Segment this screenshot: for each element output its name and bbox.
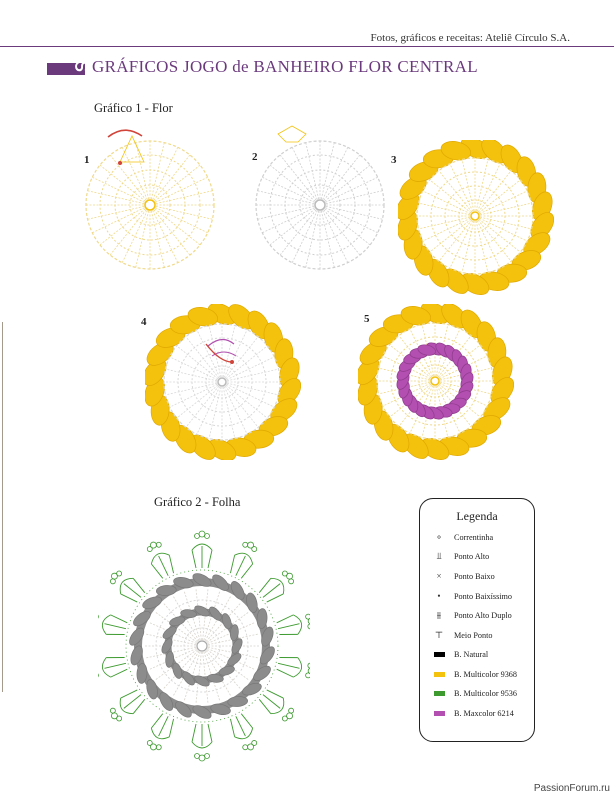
stitch-spokes xyxy=(256,141,384,269)
legend-item: • Ponto Baixíssimo xyxy=(430,588,534,604)
legend-label: Correntinha xyxy=(454,532,494,542)
legend-label: Ponto Alto Duplo xyxy=(454,610,512,620)
legend-label: B. Natural xyxy=(454,649,489,659)
legend-item: B. Multicolor 9536 xyxy=(430,685,534,701)
swatch-natural xyxy=(433,651,445,657)
legend-item: ⫵ Ponto Alto Duplo xyxy=(430,607,534,623)
fan-detail xyxy=(107,129,145,165)
step-number: 5 xyxy=(364,313,370,325)
swatch-9536 xyxy=(433,690,445,696)
flower-diagram-step-1 xyxy=(85,129,215,270)
watermark: PassionForum.ru xyxy=(533,783,610,794)
legend-title: Legenda xyxy=(456,509,498,523)
chain-icon: ⚬ xyxy=(435,531,443,542)
stitch-spokes xyxy=(417,158,533,274)
header-credit: Fotos, gráficos e receitas: Ateliê Círcu… xyxy=(370,32,570,44)
step-number: 4 xyxy=(141,316,147,328)
half-double-crochet-icon: ⊤ xyxy=(434,629,444,640)
single-crochet-icon: × xyxy=(436,571,442,581)
legend-label: B. Multicolor 9368 xyxy=(454,669,517,679)
legend-label: Ponto Alto xyxy=(454,551,490,561)
slip-stitch-icon: • xyxy=(437,591,441,601)
legend-item: B. Maxcolor 6214 xyxy=(430,705,534,721)
legend-item: ⊤ Meio Ponto xyxy=(430,627,534,643)
double-crochet-icon: ⫫ xyxy=(436,550,442,561)
gray-scallop-inner xyxy=(161,605,243,687)
header-divider xyxy=(0,46,614,47)
title-accent-bar xyxy=(47,63,85,75)
legend-label: Meio Ponto xyxy=(454,630,493,640)
yellow-petal-ring xyxy=(145,304,301,460)
page-title: GRÁFICOS JOGO de BANHEIRO FLOR CENTRAL xyxy=(92,57,478,76)
legend-label: Ponto Baixo xyxy=(454,571,495,581)
flower-diagram-step-5 xyxy=(358,304,514,460)
yellow-petal-ring xyxy=(398,140,554,295)
ornament-icon: ഗ xyxy=(74,58,89,75)
step-number: 2 xyxy=(252,151,258,163)
chart1-title: Gráfico 1 - Flor xyxy=(94,101,173,115)
stitch-spokes xyxy=(144,588,260,704)
flower-diagram-step-3 xyxy=(398,140,554,295)
swatch-6214 xyxy=(433,710,445,716)
legend-item: ⫫ Ponto Alto xyxy=(430,548,534,564)
stitch-spokes xyxy=(86,141,214,269)
legend-label: B. Maxcolor 6214 xyxy=(454,708,514,718)
yellow-petal-ring xyxy=(358,304,514,460)
legend-label: B. Multicolor 9536 xyxy=(454,688,517,698)
legend-label: Ponto Baixíssimo xyxy=(454,591,513,601)
gray-scallop-outer xyxy=(129,573,275,719)
flower-diagram-step-4 xyxy=(145,304,301,460)
purple-petal-ring xyxy=(396,342,474,420)
legend-item: × Ponto Baixo xyxy=(430,568,534,584)
treble-crochet-icon: ⫵ xyxy=(436,609,442,620)
leaf-diagram xyxy=(98,530,310,762)
legend-item: ⚬ Correntinha xyxy=(430,529,534,545)
legend: Legenda ⚬ Correntinha ⫫ Ponto Alto × Pon… xyxy=(419,498,535,742)
legend-item: B. Natural xyxy=(430,646,534,662)
step-number: 1 xyxy=(84,154,90,166)
flower-diagram-step-2 xyxy=(255,125,385,270)
green-fringe-ring xyxy=(98,530,310,762)
step-number: 3 xyxy=(391,154,397,166)
chart2-title: Gráfico 2 - Folha xyxy=(154,495,241,509)
swatch-9368 xyxy=(433,671,445,677)
purple-start-detail xyxy=(205,338,237,364)
legend-item: B. Multicolor 9368 xyxy=(430,666,534,682)
margin-rule xyxy=(2,322,3,692)
